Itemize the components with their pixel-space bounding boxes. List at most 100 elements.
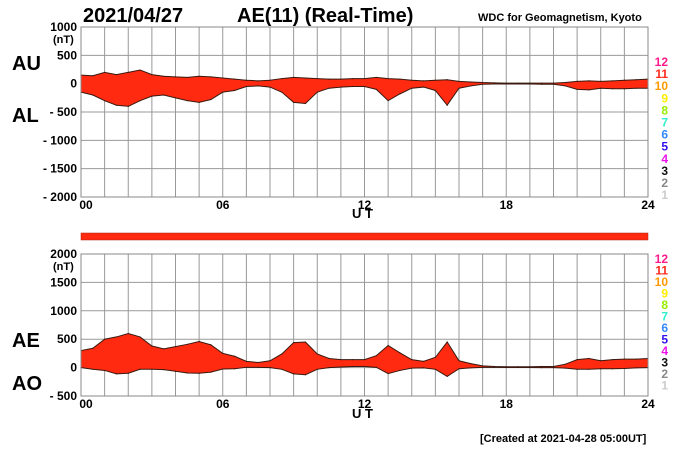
au-al-lower-point (493, 83, 496, 85)
au-al-upper-point (115, 74, 118, 76)
ae-ao-upper-point (151, 345, 153, 347)
ae-ao-lower-point (422, 367, 425, 369)
au-al-upper-point (293, 76, 295, 79)
ae-ao-lower-point (552, 367, 555, 369)
au-al-y-tick-label: - 1500 (43, 162, 77, 176)
ae-ao-lower-point (352, 365, 354, 368)
au-al-x-tick-label: 06 (216, 198, 230, 212)
au-al-lower-point (363, 85, 366, 88)
ae-ao-lower-point (245, 366, 247, 368)
ae-ao-lower-point (434, 368, 436, 370)
date-title: 2021/04/27 (83, 5, 183, 27)
ae-label: AE (12, 330, 40, 352)
ae-ao-upper-point (564, 363, 566, 365)
ae-ao-lower-point (233, 368, 236, 370)
au-al-upper-point (352, 77, 354, 80)
au-al-upper-point (174, 76, 177, 78)
ae-ao-lower-point (281, 368, 283, 370)
ae-ao-upper-point (387, 344, 389, 347)
au-al-lower-point (411, 87, 413, 89)
au-al-upper-point (541, 82, 543, 84)
au-al-lower-point (375, 88, 377, 90)
au-al-upper-point (340, 78, 342, 80)
au-al-lower-point (233, 89, 236, 92)
ae-ao-lower-point (411, 367, 413, 369)
ae-ao-x-tick-label: 00 (79, 397, 93, 411)
ae-ao-y-tick-label: 1000 (50, 304, 77, 318)
au-al-lower-point (304, 102, 307, 105)
au-al-upper-point (316, 77, 318, 80)
au-al-lower-point (387, 100, 389, 102)
ae-ao-upper-point (552, 365, 555, 368)
au-al-upper-point (493, 82, 496, 84)
au-al-lower-point (470, 85, 472, 87)
ae-ao-y-tick-label: - 500 (50, 389, 78, 403)
ae-ao-lower-point (505, 366, 507, 369)
au-al-upper-point (411, 79, 413, 81)
ae-ao-upper-point (600, 360, 602, 362)
ae-ao-upper-point (186, 343, 188, 345)
ao-label: AO (12, 373, 42, 395)
au-al-upper-point (399, 78, 401, 80)
au-al-lower-point (399, 93, 401, 95)
au-al-y-tick-label: 1000 (50, 20, 77, 34)
ae-ao-lower-point (611, 368, 614, 370)
legend-item-top: 6 (661, 128, 668, 142)
au-al-upper-point (611, 80, 614, 82)
ae-ao-lower-point (623, 367, 625, 370)
au-al-lower-point (517, 83, 519, 85)
unit-label-top: (nT) (53, 34, 74, 46)
ae-ao-upper-point (375, 355, 377, 357)
au-al-upper-point (482, 81, 484, 84)
ae-ao-lower-point (92, 368, 94, 370)
legend-item-bottom: 9 (661, 287, 668, 301)
au-al-lower-point (257, 85, 259, 87)
au-al-upper-point (163, 75, 165, 77)
station-count-bar (80, 232, 649, 241)
au-al-lower-point (600, 87, 602, 89)
au-al-lower-point (623, 88, 625, 90)
ae-ao-upper-point (316, 353, 318, 355)
au-al-upper-point (517, 82, 519, 84)
au-al-upper-point (623, 79, 625, 81)
ae-ao-upper-point (245, 360, 247, 362)
au-al-y-tick-label: 0 (70, 77, 77, 91)
ae-ao-y-tick-label: 500 (57, 332, 77, 346)
ae-ao-lower-point (482, 366, 484, 368)
au-al-plot-frame (80, 26, 649, 198)
ae-ao-upper-point (434, 356, 436, 358)
au-al-upper-point (470, 81, 472, 83)
ae-ao-lower-point (340, 366, 342, 368)
legend-item-bottom: 7 (661, 310, 668, 324)
ae-ao-upper-point (363, 359, 366, 361)
ae-ao-lower-point (529, 366, 531, 369)
au-al-lower-point (458, 87, 460, 89)
au-al-lower-point (541, 83, 543, 85)
ae-ao-upper-point (293, 342, 295, 344)
ae-ao-lower-point (127, 372, 129, 374)
ae-ao-plot-frame (80, 253, 649, 397)
ae-ao-lower-point (493, 366, 496, 368)
au-al-lower-point (505, 83, 507, 85)
ae-ao-x-tick-label: 12 (358, 397, 372, 411)
ae-ao-upper-point (470, 363, 472, 365)
legend-item-top: 2 (661, 176, 668, 190)
au-al-lower-point (564, 85, 566, 87)
ae-ao-upper-point (411, 359, 413, 361)
ae-ao-lower-point (174, 370, 177, 372)
ae-ao-lower-point (399, 369, 401, 372)
au-al-upper-point (363, 77, 366, 80)
legend-item-bottom: 10 (655, 275, 669, 289)
au-al-lower-point (139, 100, 141, 102)
ae-ao-upper-point (281, 353, 283, 355)
ae-ao-upper-point (269, 360, 271, 362)
au-al-upper-point (576, 80, 578, 82)
ae-ao-upper-point (127, 332, 129, 335)
ae-ao-lower-point (328, 367, 330, 369)
ae-ao-upper-point (493, 365, 496, 368)
created-timestamp: [Created at 2021-04-28 05:00UT] (480, 433, 647, 445)
au-al-lower-point (576, 88, 578, 90)
chart-title: AE(11) (Real-Time) (237, 5, 413, 27)
